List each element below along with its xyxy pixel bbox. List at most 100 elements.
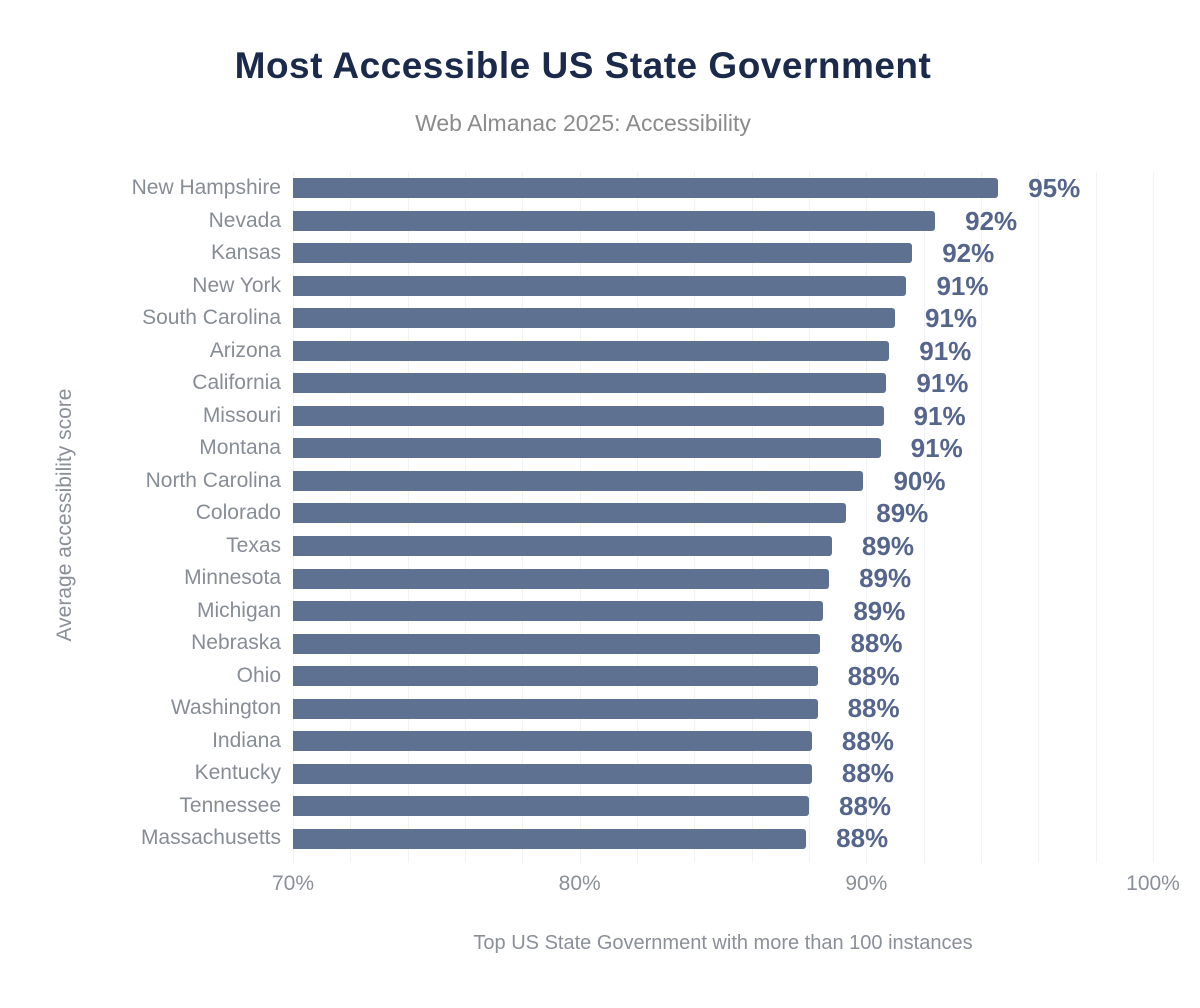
value-label: 88% xyxy=(841,725,894,756)
bar-missouri[interactable] xyxy=(293,405,884,426)
x-tick-70: 70% xyxy=(271,872,315,895)
bar-tennessee[interactable] xyxy=(293,796,809,817)
gridline-92 xyxy=(923,172,925,863)
value-label: 89% xyxy=(853,595,906,626)
bar-michigan[interactable] xyxy=(293,601,824,622)
value-label: 91% xyxy=(936,270,989,301)
category-label-california: California xyxy=(192,371,281,395)
value-label: 89% xyxy=(861,530,914,561)
gridline-94 xyxy=(981,172,982,863)
category-label-new-hampshire: New Hampshire xyxy=(131,176,281,199)
gridline-90 xyxy=(866,172,868,863)
bar-row: 91% xyxy=(293,400,1153,433)
bar-row: 91% xyxy=(293,367,1153,400)
value-label: 88% xyxy=(836,823,889,854)
category-label-kentucky: Kentucky xyxy=(194,761,281,785)
bar-row: 90% xyxy=(293,465,1153,498)
bar-nevada[interactable] xyxy=(293,210,936,231)
bar-washington[interactable] xyxy=(293,698,818,719)
category-label-minnesota: Minnesota xyxy=(184,566,281,590)
bar-row: 89% xyxy=(293,497,1153,530)
gridline-96 xyxy=(1038,172,1040,863)
value-label: 88% xyxy=(850,628,903,659)
bar-row: 92% xyxy=(293,237,1153,270)
value-label: 88% xyxy=(841,758,894,789)
x-tick-90: 90% xyxy=(845,872,888,895)
category-label-tennessee: Tennessee xyxy=(179,793,281,817)
value-label: 89% xyxy=(859,563,912,594)
bar-south-carolina[interactable] xyxy=(293,308,895,329)
value-label: 88% xyxy=(839,790,892,821)
bar-texas[interactable] xyxy=(293,536,832,556)
y-axis-category-labels: New Hampshire Nevada Kansas New York South C… xyxy=(0,172,281,855)
category-label-kansas: Kansas xyxy=(210,241,281,265)
bar-row: 91% xyxy=(293,432,1153,465)
bar-row: 88% xyxy=(293,757,1153,790)
bar-massachusetts[interactable] xyxy=(293,828,807,849)
plot-area: 95% 92% 92% 91% 91% 91% 91% 91% 91% 90% 89% 89% 89% 8… xyxy=(293,172,1154,863)
bar-row: 88% xyxy=(293,822,1153,855)
x-axis-tick-labels: 70% 80% 90% 100% xyxy=(272,872,1180,898)
bar-minnesota[interactable] xyxy=(293,568,830,589)
x-tick-100: 100% xyxy=(1126,872,1180,895)
bar-kansas[interactable] xyxy=(293,243,913,264)
bar-row: 91% xyxy=(293,335,1153,368)
bar-row: 92% xyxy=(293,205,1153,238)
category-label-ohio: Ohio xyxy=(236,663,281,687)
bar-new-hampshire[interactable] xyxy=(293,178,999,199)
category-label-arizona: Arizona xyxy=(209,338,281,362)
category-label-missouri: Missouri xyxy=(202,403,281,427)
chart-title: Most Accessible US State Government xyxy=(234,45,932,86)
bar-kentucky[interactable] xyxy=(293,763,812,784)
bar-row: 91% xyxy=(293,302,1153,335)
bar-row: 91% xyxy=(293,270,1153,303)
gridline-100 xyxy=(1153,172,1154,863)
bar-row: 89% xyxy=(293,530,1153,563)
bar-arizona[interactable] xyxy=(293,340,890,361)
value-label: 91% xyxy=(916,368,969,399)
bar-montana[interactable] xyxy=(293,438,881,459)
bar-row: 88% xyxy=(293,660,1153,693)
bar-colorado[interactable] xyxy=(293,503,847,524)
bar-row: 89% xyxy=(293,562,1153,595)
chart-subtitle: Web Almanac 2025: Accessibility xyxy=(415,110,751,136)
chart-caption: Top US State Government with more than 1… xyxy=(473,932,973,954)
bar-row: 88% xyxy=(293,790,1153,823)
category-label-south-carolina: South Carolina xyxy=(142,306,281,330)
category-label-montana: Montana xyxy=(199,436,281,460)
bar-new-york[interactable] xyxy=(293,275,907,296)
bar-row: 88% xyxy=(293,627,1153,660)
category-label-massachusetts: Massachusetts xyxy=(140,826,281,850)
value-label: 88% xyxy=(847,660,900,691)
bar-row: 88% xyxy=(293,692,1153,725)
bar-row: 89% xyxy=(293,595,1153,628)
category-label-washington: Washington xyxy=(170,696,281,720)
value-label: 95% xyxy=(1028,173,1081,203)
bar-row: 88% xyxy=(293,725,1153,758)
category-label-nevada: Nevada xyxy=(208,208,281,232)
bar-california[interactable] xyxy=(293,373,887,394)
value-label: 92% xyxy=(965,205,1018,236)
category-label-nebraska: Nebraska xyxy=(191,631,281,655)
gridline-98 xyxy=(1095,172,1097,863)
value-label: 92% xyxy=(942,238,995,269)
value-label: 91% xyxy=(913,400,966,431)
value-label: 91% xyxy=(919,335,972,366)
value-label: 90% xyxy=(893,465,946,496)
category-label-new-york: New York xyxy=(192,273,281,297)
x-tick-80: 80% xyxy=(558,872,601,895)
bar-ohio[interactable] xyxy=(293,666,818,687)
bar-north-carolina[interactable] xyxy=(293,470,864,491)
bar-indiana[interactable] xyxy=(293,731,812,752)
category-label-north-carolina: North Carolina xyxy=(145,468,281,492)
value-label: 89% xyxy=(876,498,929,529)
category-label-colorado: Colorado xyxy=(195,501,281,525)
value-label: 91% xyxy=(925,303,978,334)
category-label-michigan: Michigan xyxy=(196,598,281,622)
bar-row: 95% xyxy=(293,172,1153,205)
value-label: 88% xyxy=(847,693,900,724)
category-label-indiana: Indiana xyxy=(212,728,281,752)
bar-nebraska[interactable] xyxy=(293,633,821,654)
category-label-texas: Texas xyxy=(226,533,281,557)
value-label: 91% xyxy=(910,433,963,464)
